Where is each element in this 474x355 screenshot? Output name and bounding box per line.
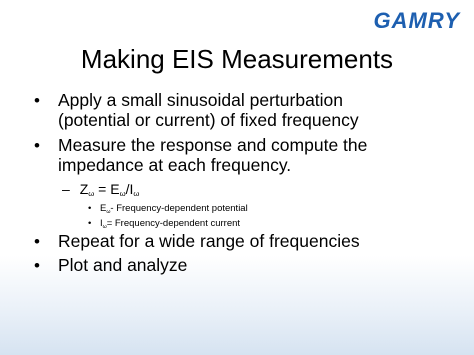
sub-sub-bullet: • Iω= Frequency-dependent current xyxy=(88,218,241,230)
text: I xyxy=(99,218,103,229)
logo: GAMRY xyxy=(373,8,460,33)
text: ω xyxy=(119,189,126,198)
bullet-text: (potential or current) of fixed frequenc… xyxy=(58,110,359,130)
bullet-text: Plot and analyze xyxy=(58,255,188,275)
slide-title: Making EIS Measurements xyxy=(80,44,394,74)
text: ω xyxy=(133,189,140,198)
text: Z xyxy=(79,181,89,197)
text: /I xyxy=(125,181,134,197)
text: ω xyxy=(102,224,107,230)
bullet-text: impedance at each frequency. xyxy=(58,155,292,175)
formula: Zω = Eω/Iω xyxy=(79,181,140,198)
text: E xyxy=(99,203,107,214)
bullet-text: Apply a small sinusoidal perturbation xyxy=(58,90,344,110)
text: = E xyxy=(94,181,120,197)
definition: Eω- Frequency-dependent potential xyxy=(99,203,248,215)
definition: Iω= Frequency-dependent current xyxy=(99,218,241,230)
text: ω xyxy=(106,209,111,215)
sub-bullet: – Zω = Eω/Iω xyxy=(62,181,140,198)
bullet-text: Repeat for a wide range of frequencies xyxy=(58,231,360,251)
text: - Frequency-dependent potential xyxy=(110,203,248,214)
text: = Frequency-dependent current xyxy=(106,218,241,229)
sub-sub-bullet: • Eω- Frequency-dependent potential xyxy=(88,203,248,215)
text: ω xyxy=(88,189,95,198)
bullet-text: Measure the response and compute the xyxy=(58,135,368,155)
